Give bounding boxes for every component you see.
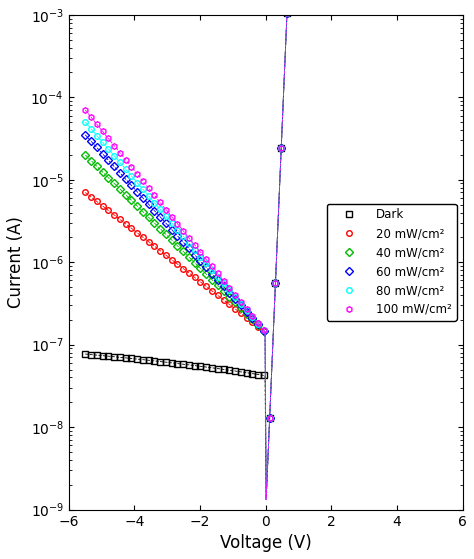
20 mW/cm² bbox=[192, 274, 198, 281]
80 mW/cm² bbox=[82, 119, 88, 125]
80 mW/cm² bbox=[192, 247, 198, 253]
Dark bbox=[140, 356, 146, 363]
100 mW/cm² bbox=[169, 213, 174, 220]
80 mW/cm² bbox=[198, 253, 203, 260]
Legend: Dark, 20 mW/cm², 40 mW/cm², 60 mW/cm², 80 mW/cm², 100 mW/cm²: Dark, 20 mW/cm², 40 mW/cm², 60 mW/cm², 8… bbox=[327, 203, 457, 321]
Line: 20 mW/cm²: 20 mW/cm² bbox=[82, 0, 428, 421]
40 mW/cm² bbox=[198, 265, 203, 272]
60 mW/cm² bbox=[192, 252, 198, 258]
60 mW/cm² bbox=[140, 195, 146, 201]
60 mW/cm² bbox=[169, 226, 174, 233]
100 mW/cm² bbox=[140, 178, 146, 184]
100 mW/cm² bbox=[198, 249, 203, 255]
Dark bbox=[181, 361, 186, 367]
80 mW/cm² bbox=[140, 186, 146, 193]
100 mW/cm² bbox=[267, 415, 273, 421]
20 mW/cm² bbox=[169, 256, 174, 263]
Line: 100 mW/cm²: 100 mW/cm² bbox=[82, 0, 428, 421]
20 mW/cm² bbox=[198, 278, 203, 285]
40 mW/cm² bbox=[140, 209, 146, 215]
60 mW/cm² bbox=[267, 415, 273, 421]
100 mW/cm² bbox=[192, 241, 198, 248]
Dark bbox=[82, 350, 88, 357]
80 mW/cm² bbox=[169, 220, 174, 226]
Line: 80 mW/cm²: 80 mW/cm² bbox=[82, 0, 428, 421]
20 mW/cm² bbox=[181, 265, 186, 272]
100 mW/cm² bbox=[181, 228, 186, 234]
40 mW/cm² bbox=[169, 236, 174, 243]
60 mW/cm² bbox=[181, 239, 186, 245]
Y-axis label: Current (A): Current (A) bbox=[7, 216, 25, 308]
Dark bbox=[267, 415, 273, 421]
40 mW/cm² bbox=[192, 259, 198, 266]
20 mW/cm² bbox=[140, 234, 146, 240]
40 mW/cm² bbox=[82, 151, 88, 158]
Dark bbox=[198, 363, 203, 369]
80 mW/cm² bbox=[181, 233, 186, 240]
Line: Dark: Dark bbox=[82, 0, 428, 421]
60 mW/cm² bbox=[82, 131, 88, 138]
X-axis label: Voltage (V): Voltage (V) bbox=[220, 534, 311, 552]
40 mW/cm² bbox=[181, 248, 186, 255]
Line: 60 mW/cm²: 60 mW/cm² bbox=[82, 0, 428, 421]
80 mW/cm² bbox=[267, 415, 273, 421]
40 mW/cm² bbox=[267, 415, 273, 421]
100 mW/cm² bbox=[82, 107, 88, 113]
20 mW/cm² bbox=[82, 189, 88, 196]
20 mW/cm² bbox=[267, 415, 273, 421]
60 mW/cm² bbox=[198, 258, 203, 264]
Dark bbox=[169, 359, 174, 366]
Line: 40 mW/cm²: 40 mW/cm² bbox=[82, 0, 428, 421]
Dark bbox=[192, 362, 198, 369]
